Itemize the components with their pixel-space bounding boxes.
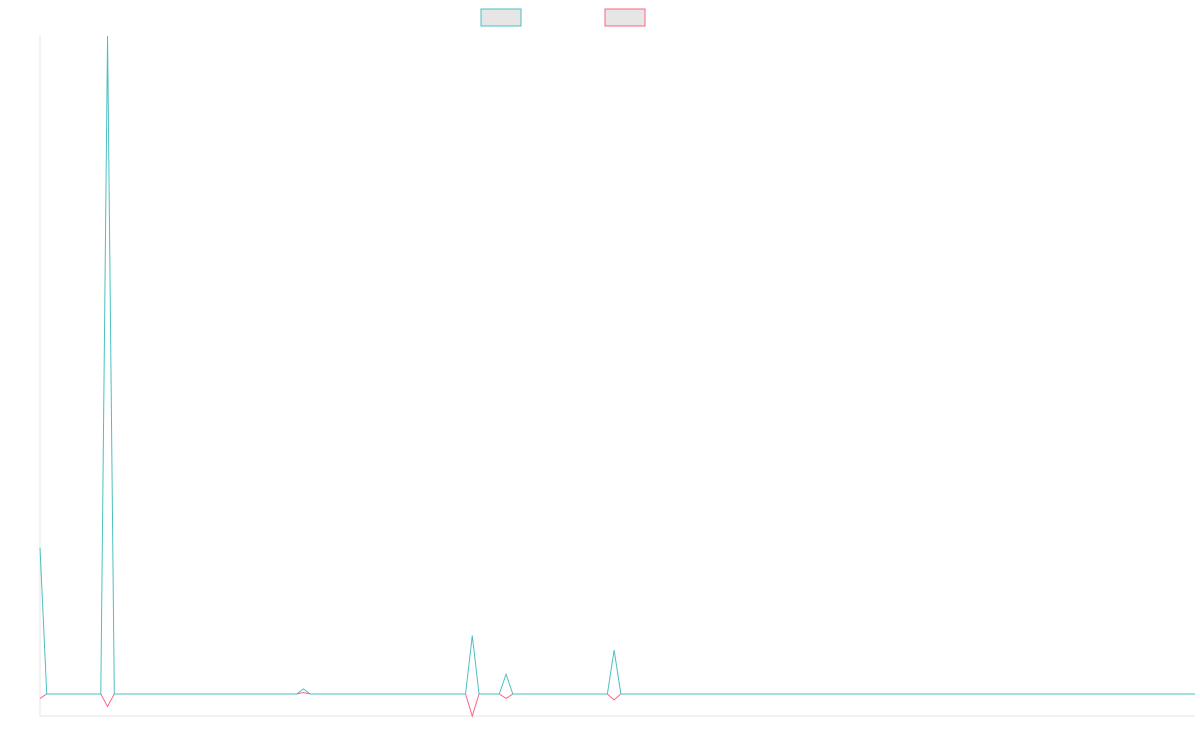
series-line-2 — [39, 692, 1195, 718]
series-line-1 — [39, 35, 1195, 695]
legend — [480, 8, 646, 27]
series-layer — [39, 35, 1195, 718]
legend-swatch-1[interactable] — [480, 8, 522, 27]
chart-axes — [39, 36, 1195, 717]
legend-swatch-2[interactable] — [604, 8, 646, 27]
